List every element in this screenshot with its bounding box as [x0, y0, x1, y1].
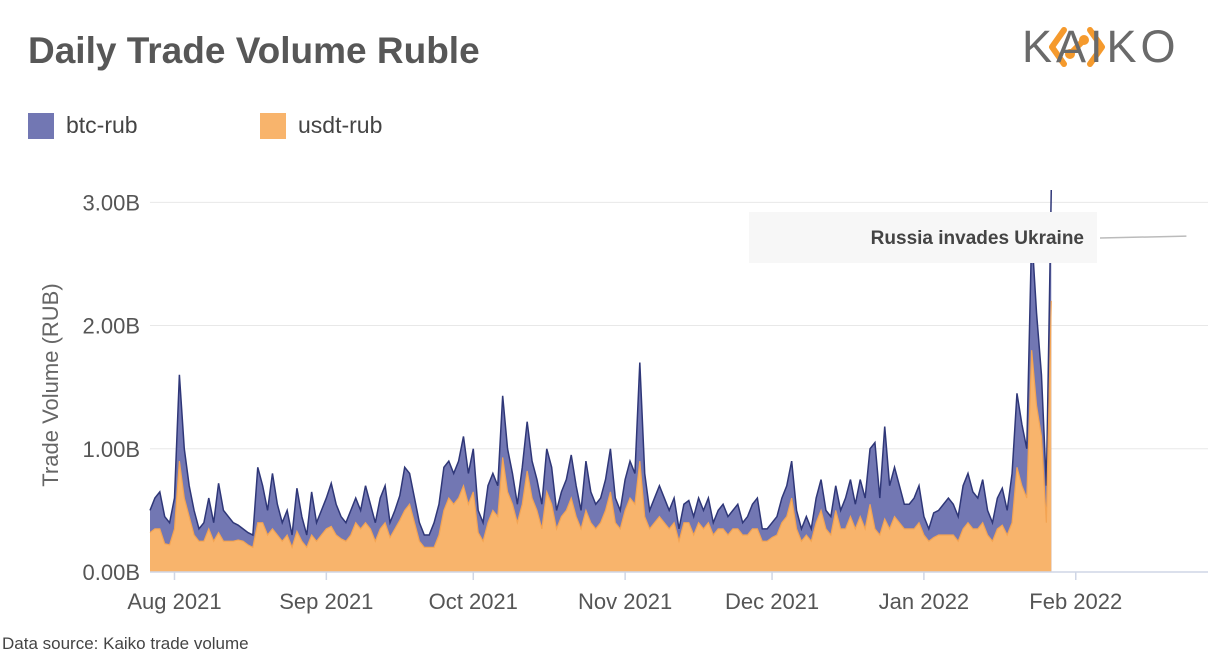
annotation: Russia invades Ukraine — [749, 212, 1186, 263]
y-axis: 0.00B 1.00B 2.00B 3.00B — [83, 190, 141, 585]
annotation-connector — [1100, 236, 1186, 238]
x-tick-label: Dec 2021 — [725, 589, 819, 614]
y-axis-title: Trade Volume (RUB) — [38, 283, 63, 486]
x-tick-label: Nov 2021 — [578, 589, 672, 614]
y-tick-label: 2.00B — [83, 314, 141, 339]
x-tick-label: Jan 2022 — [879, 589, 970, 614]
x-tick-label: Aug 2021 — [127, 589, 221, 614]
y-tick-label: 1.00B — [83, 437, 141, 462]
data-source-note: Data source: Kaiko trade volume — [2, 634, 249, 654]
x-tick-labels: Aug 2021 Sep 2021 Oct 2021 Nov 2021 Dec 2021… — [127, 589, 1122, 614]
x-tick-label: Feb 2022 — [1029, 589, 1122, 614]
x-tick-label: Oct 2021 — [429, 589, 518, 614]
x-tick-label: Sep 2021 — [279, 589, 373, 614]
x-axis — [150, 572, 1208, 580]
y-tick-label: 3.00B — [83, 190, 141, 215]
y-tick-label: 0.00B — [83, 560, 141, 585]
annotation-text: Russia invades Ukraine — [871, 228, 1084, 249]
